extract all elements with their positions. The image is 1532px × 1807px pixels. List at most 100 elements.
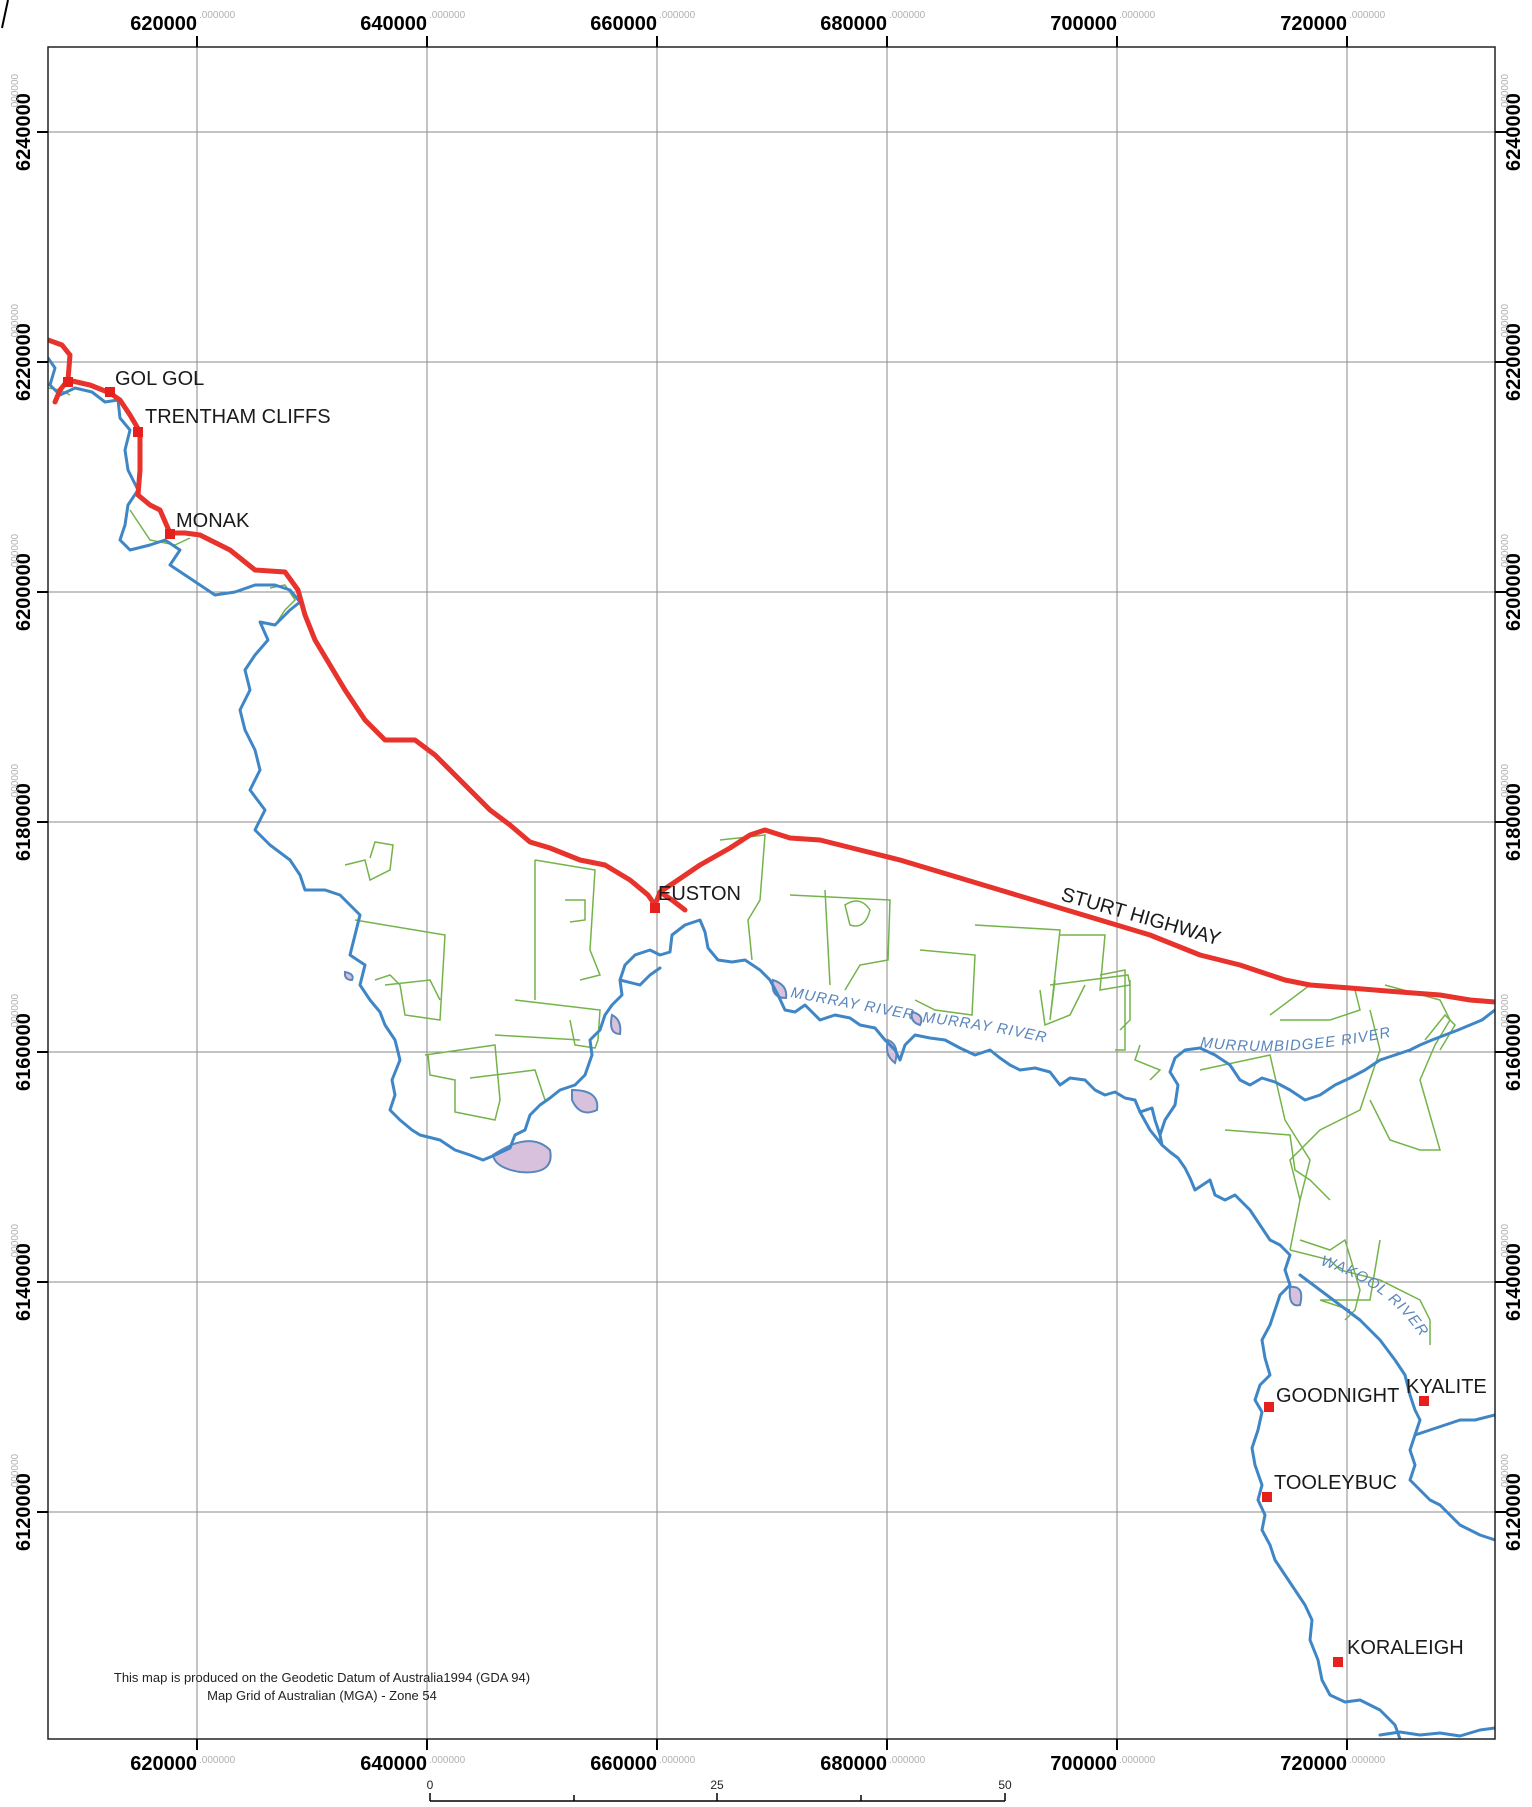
- right-tick-label-6240000: 6240000: [1503, 93, 1525, 171]
- parcel-outline: [565, 899, 586, 923]
- right-tick-label-6120000: 6120000: [1503, 1473, 1525, 1551]
- right-tick-dec-6240000: .000000: [1500, 73, 1511, 110]
- left-tick-label-6140000: 6140000: [13, 1243, 35, 1321]
- left-tick-label-6180000: 6180000: [13, 783, 35, 861]
- wetland-lake: [571, 1088, 599, 1114]
- top-tick-label-620000: 620000: [130, 13, 197, 35]
- right-tick-dec-6180000: .000000: [1500, 763, 1511, 800]
- scale-bar-label-0: 0: [427, 1778, 434, 1792]
- top-tick-label-720000: 720000: [1280, 13, 1347, 35]
- parcel-outline: [384, 979, 441, 1001]
- left-tick-label-6160000: 6160000: [13, 1013, 35, 1091]
- left-tick-label-6120000: 6120000: [13, 1473, 35, 1551]
- bottom-tick-dec-720000: .000000: [1349, 1755, 1386, 1766]
- parcel-outline: [1269, 984, 1361, 1021]
- river-branch: [618, 966, 662, 987]
- parcel-outline: [1224, 1129, 1331, 1201]
- top-tick-label-700000: 700000: [1050, 13, 1117, 35]
- top-tick-dec-700000: .000000: [1119, 10, 1156, 21]
- parcel-outline: [1199, 1054, 1311, 1251]
- top-tick-dec-720000: .000000: [1349, 10, 1386, 21]
- parcel-outline: [1039, 984, 1086, 1027]
- land-parcels: [48, 387, 1456, 1345]
- parcel-outline: [1134, 1044, 1162, 1081]
- bottom-tick-dec-640000: .000000: [429, 1755, 466, 1766]
- bottom-axis-ticks: [196, 1739, 1348, 1750]
- left-tick-label-6240000: 6240000: [13, 93, 35, 171]
- parcel-outline: [1424, 1013, 1456, 1051]
- right-axis-ticks: [1495, 131, 1506, 1513]
- town-label-monak: MONAK: [176, 510, 250, 532]
- left-tick-dec-6140000: .000000: [10, 1223, 21, 1260]
- right-tick-dec-6160000: .000000: [1500, 993, 1511, 1030]
- sturt-highway-line: [48, 337, 1495, 1005]
- left-tick-label-6220000: 6220000: [13, 323, 35, 401]
- wetland-lake: [610, 1013, 622, 1036]
- right-tick-dec-6140000: .000000: [1500, 1223, 1511, 1260]
- murray-river-line: [48, 356, 1402, 1739]
- town-marker-kyalite: [1419, 1396, 1429, 1406]
- town-markers: [63, 377, 1429, 1667]
- left-tick-dec-6200000: .000000: [10, 533, 21, 570]
- river-label-murray-1-path: MURRAY RIVER: [789, 984, 915, 1024]
- town-label-trentham-cliffs: TRENTHAM CLIFFS: [145, 406, 331, 428]
- town-label-goodnight: GOODNIGHT: [1276, 1385, 1399, 1407]
- top-tick-dec-680000: .000000: [889, 10, 926, 21]
- right-tick-label-6220000: 6220000: [1503, 323, 1525, 401]
- river-label-murray-2: MURRAY RIVER: [922, 1009, 1049, 1047]
- top-axis-ticks: [196, 36, 1348, 47]
- left-axis-ticks: [37, 131, 48, 1513]
- bottom-tick-dec-700000: .000000: [1119, 1755, 1156, 1766]
- top-tick-label-660000: 660000: [590, 13, 657, 35]
- bottom-tick-dec-680000: .000000: [889, 1755, 926, 1766]
- wetland-lake: [1288, 1285, 1303, 1307]
- map-frame: [47, 46, 1496, 1740]
- bottom-tick-label-680000: 680000: [820, 1753, 887, 1775]
- parcel-outline: [1289, 1249, 1431, 1345]
- wetland-lake: [491, 1140, 552, 1174]
- right-tick-dec-6120000: .000000: [1500, 1453, 1511, 1490]
- scale-bar-label-50: 50: [998, 1778, 1012, 1792]
- parcel-outline: [1289, 1009, 1381, 1201]
- left-tick-dec-6120000: .000000: [10, 1453, 21, 1490]
- town-marker-trentham-cliffs: [133, 427, 143, 437]
- wetland-lake: [343, 970, 354, 982]
- bottom-tick-label-660000: 660000: [590, 1753, 657, 1775]
- town-marker-gol-gol-2: [63, 377, 73, 387]
- parcel-outline: [844, 900, 871, 927]
- top-tick-dec-640000: .000000: [429, 10, 466, 21]
- parcel-outline: [1319, 1239, 1381, 1311]
- right-tick-label-6160000: 6160000: [1503, 1013, 1525, 1091]
- town-marker-goodnight: [1264, 1402, 1274, 1412]
- parcel-outline: [974, 924, 1061, 1021]
- parcel-outline: [129, 509, 191, 546]
- left-axis: 6240000 .000000 6220000 .000000 6200000 …: [10, 73, 48, 1551]
- town-label-koraleigh: KORALEIGH: [1347, 1637, 1464, 1659]
- parcel-outline: [354, 919, 446, 1021]
- bottom-tick-dec-620000: .000000: [199, 1755, 236, 1766]
- top-axis: 620000 .000000 640000 .000000 660000 .00…: [130, 10, 1386, 47]
- parcel-outline: [494, 1034, 581, 1041]
- right-axis: 6240000 .000000 6220000 .000000 6200000 …: [1495, 73, 1525, 1551]
- top-tick-label-640000: 640000: [360, 13, 427, 35]
- river-label-murrumbidgee-path: MURRUMBIDGEE RIVER: [1199, 1024, 1391, 1055]
- top-tick-dec-660000: .000000: [659, 10, 696, 21]
- town-marker-koraleigh: [1333, 1657, 1343, 1667]
- scale-bar-label-25: 25: [710, 1778, 724, 1792]
- parcel-outline: [1119, 980, 1131, 1031]
- scale-bar: 0 25 50: [427, 1778, 1012, 1802]
- parcel-outline: [1049, 934, 1131, 991]
- top-tick-label-680000: 680000: [820, 13, 887, 35]
- right-tick-label-6140000: 6140000: [1503, 1243, 1525, 1321]
- rivers: [48, 356, 1495, 1739]
- top-tick-dec-620000: .000000: [199, 10, 236, 21]
- river-label-murray-1: MURRAY RIVER: [789, 984, 916, 1024]
- right-tick-dec-6220000: .000000: [1500, 303, 1511, 340]
- right-tick-dec-6200000: .000000: [1500, 533, 1511, 570]
- parcel-outline: [824, 889, 831, 986]
- left-tick-dec-6240000: .000000: [10, 73, 21, 110]
- right-tick-label-6180000: 6180000: [1503, 783, 1525, 861]
- river-label-murray-2-path: MURRAY RIVER: [922, 1009, 1048, 1047]
- parcel-outline: [344, 841, 394, 882]
